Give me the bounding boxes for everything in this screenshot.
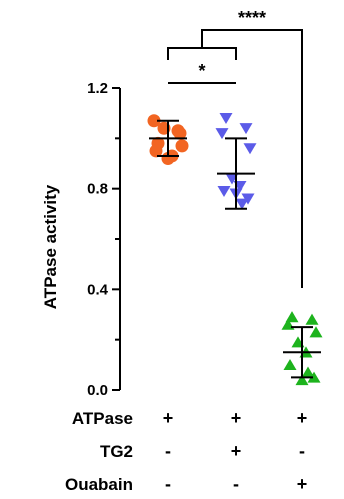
significance-bracket: [167, 47, 237, 60]
data-point-triangle-down: [239, 123, 253, 135]
significance-label: *: [198, 61, 205, 81]
condition-sign: +: [297, 408, 308, 428]
significance-brackets: *****: [167, 8, 303, 288]
data-point-triangle-up: [295, 374, 309, 386]
y-axis: 0.0 0.4 0.8 1.2: [87, 80, 121, 399]
data-point-triangle-down: [219, 113, 233, 125]
y-tick-label: 1.2: [87, 80, 108, 97]
condition-sign: +: [231, 441, 242, 461]
condition-label: Ouabain: [65, 475, 133, 494]
data-point-circle: [173, 126, 187, 140]
data-point-triangle-up: [301, 366, 315, 378]
data-point-triangle-down: [243, 143, 257, 155]
data-point-triangle-down: [217, 185, 231, 198]
data-point-triangle-up: [309, 326, 323, 338]
y-tick-label: 0.8: [87, 181, 108, 198]
data-point-triangle-down: [215, 128, 229, 140]
data-point-circle: [147, 114, 161, 128]
condition-label: TG2: [100, 442, 133, 461]
data-point-circle: [175, 139, 189, 153]
condition-sign: -: [165, 474, 171, 494]
condition-sign: -: [299, 441, 305, 461]
y-tick-label: 0.4: [87, 281, 109, 298]
condition-sign: -: [165, 441, 171, 461]
y-axis-label: ATPase activity: [41, 184, 60, 309]
data-point-triangle-up: [283, 358, 297, 371]
condition-sign: +: [163, 408, 174, 428]
y-tick-label: 0.0: [87, 382, 108, 399]
data-point-circle: [149, 144, 163, 158]
condition-sign: +: [297, 474, 308, 494]
error-bars: [149, 119, 321, 379]
significance-bracket: [201, 29, 303, 288]
data-point-triangle-up: [305, 313, 319, 325]
condition-label: ATPase: [72, 409, 133, 428]
condition-table: ATPase + + + TG2 - + - Ouabain - - +: [65, 408, 307, 494]
data-point-triangle-up: [285, 311, 299, 323]
condition-sign: +: [231, 408, 242, 428]
condition-sign: -: [233, 474, 239, 494]
significance-label: ****: [238, 8, 266, 28]
data-point-triangle-down: [235, 198, 249, 210]
